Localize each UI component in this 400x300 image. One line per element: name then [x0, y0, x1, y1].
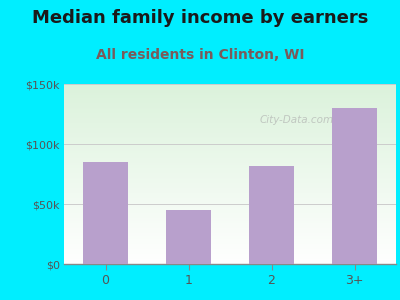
Bar: [332, 108, 377, 264]
Bar: [249, 166, 294, 264]
Text: Median family income by earners: Median family income by earners: [32, 9, 368, 27]
Text: City-Data.com: City-Data.com: [259, 115, 334, 125]
Bar: [166, 210, 211, 264]
Bar: [83, 162, 128, 264]
Text: All residents in Clinton, WI: All residents in Clinton, WI: [96, 48, 304, 62]
